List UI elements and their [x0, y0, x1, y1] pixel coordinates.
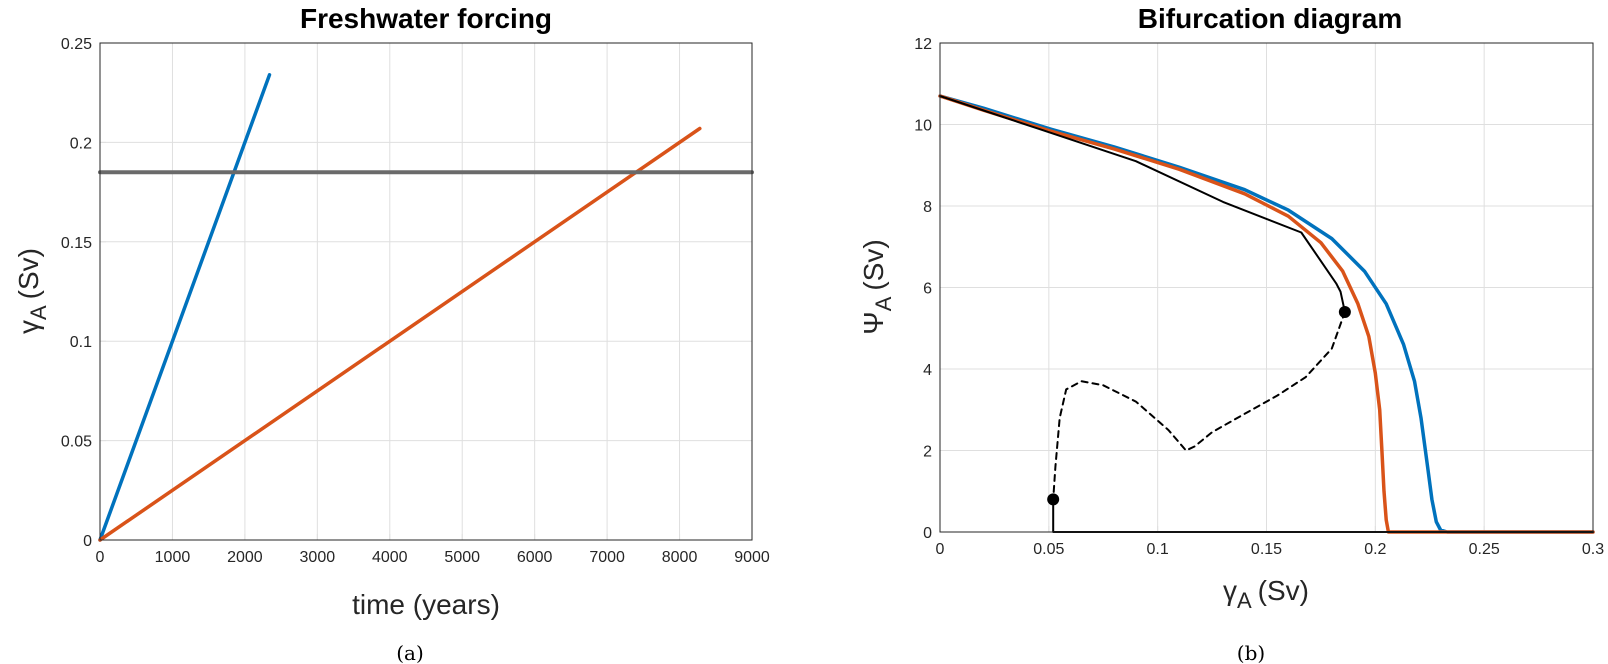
x-axis-label-subscript: A [1237, 588, 1252, 613]
y-axis-label-unit: (Sv) [13, 248, 44, 299]
x-tick-label: 0 [936, 541, 945, 558]
x-tick-label: 3000 [300, 549, 336, 566]
y-axis-label-symbol: γ [13, 320, 44, 334]
x-tick-label: 0.05 [1033, 541, 1064, 558]
x-axis-label: γA (Sv) [1223, 575, 1309, 613]
plot-frame [99, 42, 753, 541]
freshwater-forcing-chart: Freshwater forcing 0 1000 2000 3000 4000 5000… [13, 3, 770, 664]
x-tick-label: 4000 [372, 549, 408, 566]
x-tick-label: 0.15 [1251, 541, 1282, 558]
x-tick-label: 7000 [589, 549, 625, 566]
x-axis-label: time (years) [352, 589, 500, 620]
chart-title: Freshwater forcing [300, 3, 552, 34]
y-tick-label: 8 [923, 199, 932, 216]
x-tick-label: 0 [96, 549, 105, 566]
x-tick-label: 0.3 [1582, 541, 1604, 558]
svg-text:γA(Sv): γA (Sv) [13, 248, 51, 334]
x-tick-label: 0.1 [1147, 541, 1169, 558]
grid-lines [99, 42, 753, 541]
series-line-2 [939, 95, 1346, 313]
y-tick-label: 0.2 [70, 135, 92, 152]
y-axis-label-subscript: A [871, 296, 896, 311]
y-tick-label: 2 [923, 444, 932, 461]
series-line-0 [938, 94, 1595, 534]
x-tick-label: 9000 [734, 549, 770, 566]
y-axis-label-unit: (Sv) [858, 239, 889, 290]
y-tick-label: 4 [923, 362, 932, 379]
bifurcation-point-marker [1338, 305, 1351, 318]
caption-a: (a) [396, 641, 424, 664]
x-tick-labels: 0 0.05 0.1 0.15 0.2 0.25 0.3 [936, 541, 1605, 558]
svg-text:ΨA(Sv): ΨA (Sv) [858, 239, 896, 334]
y-tick-label: 0.1 [70, 334, 92, 351]
series-line-3 [1052, 310, 1346, 501]
x-tick-label: 0.2 [1364, 541, 1386, 558]
y-tick-label: 6 [923, 281, 932, 298]
x-tick-labels: 0 1000 2000 3000 4000 5000 6000 7000 8000 9000 [96, 549, 770, 566]
y-axis-label: γA (Sv) [13, 248, 51, 334]
y-tick-label: 12 [914, 36, 932, 53]
x-tick-label: 8000 [662, 549, 698, 566]
y-tick-label: 0.05 [61, 434, 92, 451]
x-tick-label: 6000 [517, 549, 553, 566]
series-line-4 [1052, 498, 1594, 533]
x-axis-label-unit: (Sv) [1258, 575, 1309, 606]
y-axis-label-subscript: A [26, 305, 51, 320]
svg-text:γA(Sv): γA(Sv) [1223, 575, 1309, 613]
series-line-1 [98, 126, 702, 542]
y-tick-label: 10 [914, 118, 932, 135]
grid-lines [939, 42, 1594, 533]
y-tick-label: 0 [83, 533, 92, 550]
y-tick-label: 0.15 [61, 235, 92, 252]
x-tick-label: 2000 [227, 549, 263, 566]
bifurcation-diagram-chart: Bifurcation diagram 0 0.05 0.1 0.15 0.2 0.25 0… [858, 3, 1604, 664]
bifurcation-point-marker [1047, 493, 1060, 506]
plot-frame [939, 42, 1594, 533]
y-tick-labels: 0 2 4 6 8 10 12 [914, 36, 932, 542]
y-tick-label: 0 [923, 525, 932, 542]
y-tick-label: 0.25 [61, 36, 92, 53]
y-axis-label-symbol: Ψ [858, 311, 889, 334]
y-tick-labels: 0 0.05 0.1 0.15 0.2 0.25 [61, 36, 92, 550]
x-axis-label-symbol: γ [1223, 575, 1237, 606]
series-line-0 [98, 73, 272, 542]
y-axis-label: ΨA (Sv) [858, 239, 896, 334]
x-tick-label: 0.25 [1469, 541, 1500, 558]
x-tick-label: 1000 [155, 549, 191, 566]
chart-title: Bifurcation diagram [1138, 3, 1402, 34]
caption-b: (b) [1237, 641, 1265, 664]
x-tick-label: 5000 [444, 549, 480, 566]
series-line-1 [938, 94, 1595, 534]
series-group [98, 73, 754, 542]
